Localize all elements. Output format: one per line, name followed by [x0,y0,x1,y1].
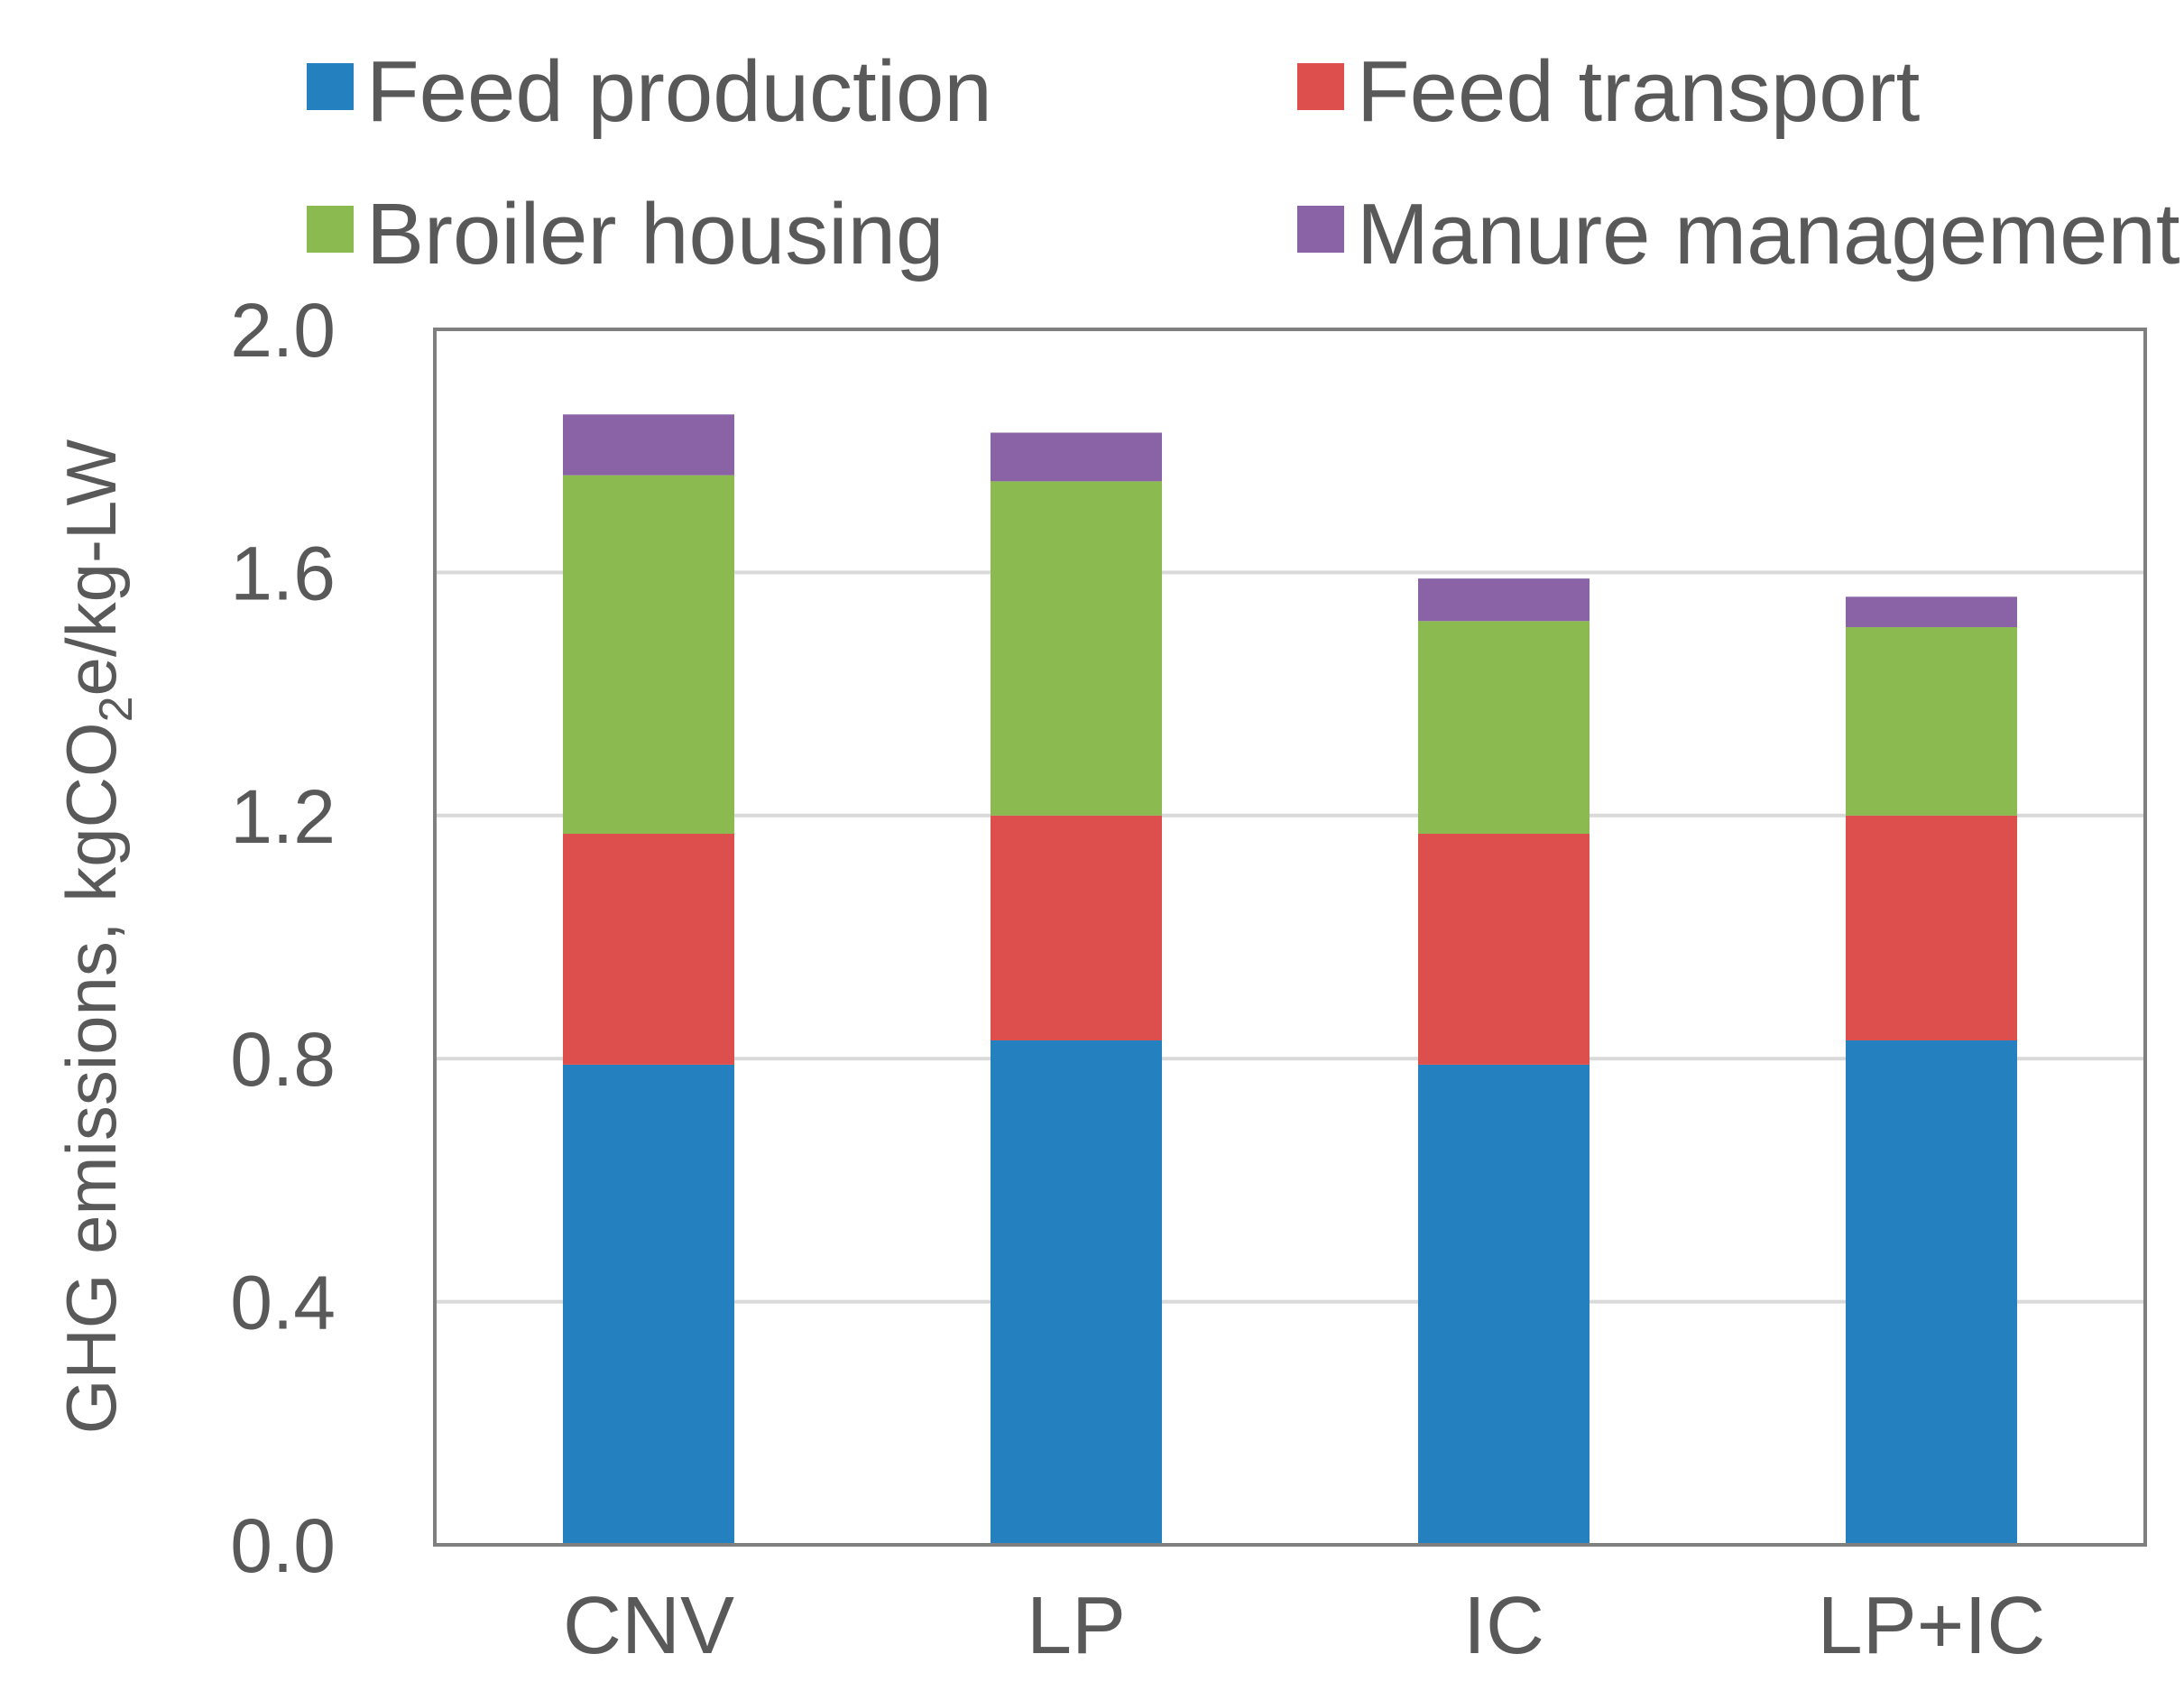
x-axis-categories: CNV LP IC LP+IC [563,1581,2045,1671]
legend-label: Feed transport [1357,43,1920,140]
bar-broiler-housing-ic [1418,621,1590,835]
x-category-label: IC [1463,1581,1544,1671]
y-tick-label: 0.8 [230,1017,336,1102]
legend-swatch [307,63,354,110]
bar-feed-production-lp [991,1040,1162,1545]
bar-feed-transport-cnv [563,834,734,1065]
legend-label: Manure management [1357,186,2180,282]
legend-label: Broiler housing [366,186,944,282]
y-axis-label-tail: e/kg-LW [51,439,131,696]
bar-feed-production-cnv [563,1064,734,1545]
plot-area-frame [433,328,2147,1547]
legend: Feed production Feed transport Broiler hou… [307,43,2180,282]
legend-swatch [1297,63,1344,110]
bar-feed-transport-ic [1418,834,1590,1065]
y-axis-ticks: 0.0 0.4 0.8 1.2 1.6 2.0 [230,288,336,1588]
bar-feed-production-ic [1418,1064,1590,1545]
x-category-label: LP+IC [1818,1581,2046,1671]
legend-swatch [307,206,354,253]
y-tick-label: 0.0 [230,1503,336,1588]
bar-broiler-housing-cnv [563,475,734,835]
y-axis-label: GHG emissions, kgCO2e/kg-LW [51,439,143,1434]
bar-broiler-housing-lp [991,481,1162,816]
bar-broiler-housing-lp-ic [1846,627,2017,816]
x-category-label: LP [1027,1581,1126,1671]
y-axis-label-main: GHG emissions, kgCO [51,722,131,1434]
y-tick-label: 2.0 [230,288,336,373]
bar-manure-management-cnv [563,414,734,476]
legend-label: Feed production [366,43,992,140]
bar-feed-production-lp-ic [1846,1040,2017,1545]
bar-feed-transport-lp [991,815,1162,1040]
bars [563,414,2017,1545]
bar-manure-management-lp-ic [1846,596,2017,628]
y-tick-label: 1.2 [230,774,336,859]
y-tick-label: 1.6 [230,531,336,615]
y-axis-label-subscript: 2 [90,696,143,722]
bar-manure-management-ic [1418,578,1590,622]
legend-swatch [1297,206,1344,253]
y-tick-label: 0.4 [230,1261,336,1345]
bar-feed-transport-lp-ic [1846,815,2017,1040]
bar-manure-management-lp [991,432,1162,482]
x-category-label: CNV [563,1581,734,1671]
